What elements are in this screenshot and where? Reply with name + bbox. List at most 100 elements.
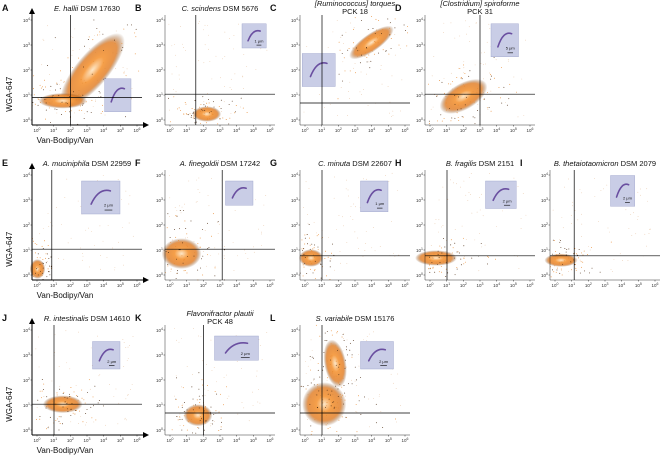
event-dot [220,393,221,395]
event-dot [135,36,137,38]
cell-shape [90,189,112,205]
event-dot [587,254,589,255]
event-dot [55,404,57,406]
event-dot [479,209,481,211]
event-dot [332,31,334,33]
event-dot [127,358,129,360]
event-dot [343,57,345,59]
event-dot [365,231,367,233]
event-dot [467,200,469,201]
tick-base: 10 [183,283,189,288]
event-dot [509,83,511,85]
event-dot [205,420,207,422]
event-dot [392,382,394,384]
tick-exponent: 3 [28,352,30,356]
event-dot [503,86,505,88]
tick-base: 10 [416,43,422,48]
event-dot [180,110,181,112]
event-dot [59,88,61,90]
event-dot [114,269,115,271]
event-dot [202,110,204,112]
event-dot [364,396,365,398]
event-dot [436,96,438,98]
event-dot [306,413,308,414]
tick-exponent: 6 [139,437,141,441]
event-dot [517,186,519,187]
event-dot [493,56,495,58]
event-dot [344,392,346,394]
event-dot [335,351,337,352]
event-dot [102,78,104,80]
tick-label: 105 [385,282,392,288]
tick-label: 102 [156,377,163,383]
event-dot [342,350,344,352]
event-dot [114,266,116,268]
event-dot [487,92,488,94]
tick-exponent: 5 [390,127,392,131]
event-dot [207,248,209,249]
tick-label: 105 [117,282,124,288]
scale-bar-label: 2 μm [623,196,633,201]
event-dot [115,68,117,69]
event-dot [54,352,56,353]
event-dot [337,388,339,390]
event-dot [50,102,52,104]
event-dot [179,210,181,211]
event-dot [341,416,343,418]
event-dot [397,373,399,375]
event-dot [48,101,50,103]
event-dot [464,94,466,96]
event-dot [243,54,245,55]
event-dot [443,32,444,34]
event-dot [40,101,41,103]
event-dot [436,120,438,122]
event-dot [463,245,465,247]
event-dot [85,413,87,415]
event-dot [630,213,632,215]
event-dot [613,259,615,260]
event-dot [309,403,311,405]
event-dot [129,345,130,346]
event-dot [635,233,637,235]
event-dot [508,98,510,100]
tick-label: 104 [368,282,375,288]
tick-base: 10 [416,198,422,203]
event-dot [52,94,54,96]
tick-base: 10 [568,283,574,288]
event-dot [469,70,471,72]
event-dot [168,23,170,25]
event-dot [73,391,75,393]
y-axis-label: WGA-647 [5,386,14,422]
event-dot [464,73,466,75]
event-dot [312,357,314,359]
event-dot [366,73,367,75]
event-dot [63,81,65,83]
event-dot [460,264,462,266]
event-dot [379,34,381,36]
event-dot [131,24,132,26]
event-dot [59,388,61,390]
tick-base: 10 [84,438,90,443]
event-dot [208,246,210,248]
event-dot [457,117,459,118]
event-dot [333,401,335,403]
event-dot [100,96,102,98]
event-dot [39,264,41,266]
event-dot [183,415,185,417]
event-dot [499,97,501,99]
tick-base: 10 [541,273,547,278]
event-dot [58,416,60,418]
event-dot [342,394,344,396]
event-dot [354,366,356,368]
event-dot [559,241,561,243]
event-dot [368,61,370,63]
event-dot [478,197,480,198]
event-dot [456,77,458,79]
event-dot [445,262,447,264]
tick-exponent: 4 [161,327,163,331]
event-dot [211,78,213,80]
event-dot [331,390,333,392]
event-dot [256,370,258,372]
